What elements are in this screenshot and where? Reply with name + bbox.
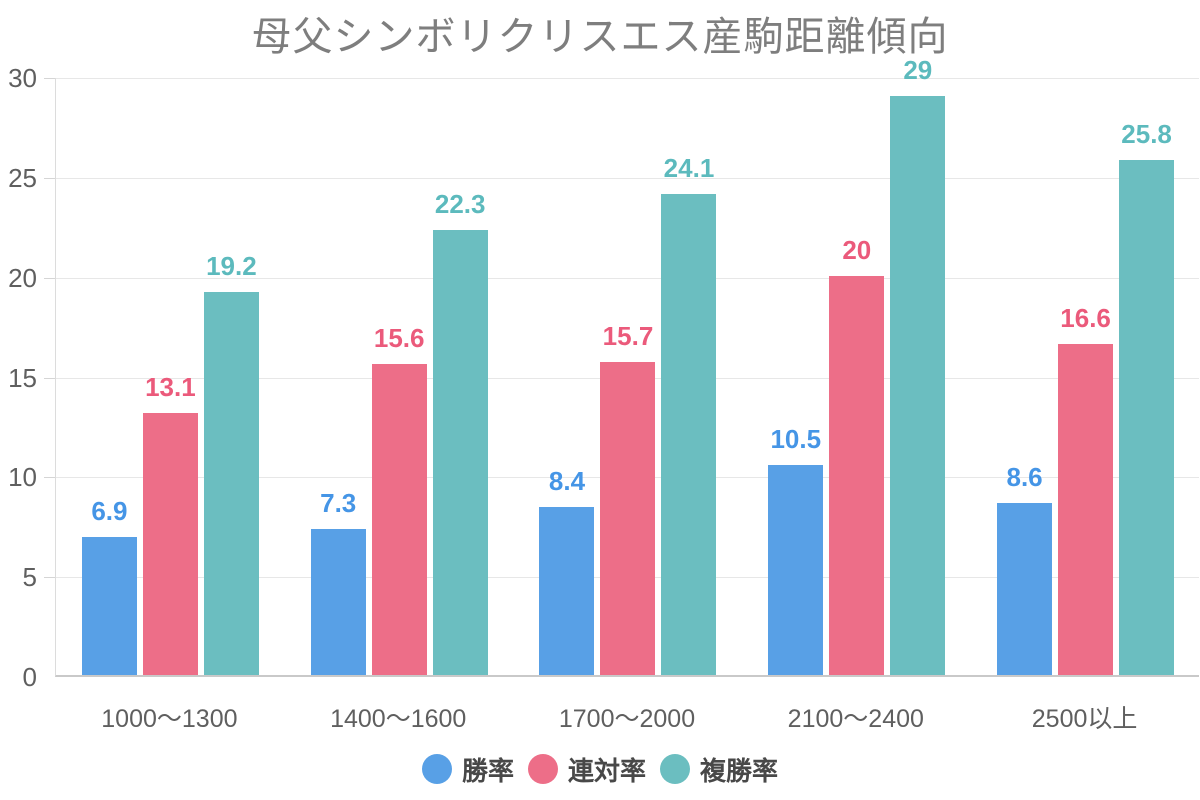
value-label: 15.7 <box>602 320 654 351</box>
bar-group: 8.6 16.6 25.8 <box>971 78 1200 675</box>
bar-勝率-1000〜1300[interactable]: 6.9 <box>81 496 137 675</box>
bar-連対率-1700〜2000[interactable]: 15.7 <box>600 321 656 675</box>
value-label: 10.5 <box>770 424 822 455</box>
value-label: 29 <box>903 54 933 85</box>
bar-複勝率-2100〜2400[interactable]: 29 <box>890 55 946 675</box>
x-tick-label: 1000〜1300 <box>101 705 238 733</box>
value-label: 6.9 <box>91 496 128 527</box>
value-label: 22.3 <box>434 188 486 219</box>
bar-勝率-1400〜1600[interactable]: 7.3 <box>310 488 366 675</box>
bar-複勝率-2500以上[interactable]: 25.8 <box>1119 119 1175 675</box>
value-label: 15.6 <box>373 322 425 353</box>
value-label: 19.2 <box>206 250 257 281</box>
bar-連対率-2500以上[interactable]: 16.6 <box>1058 303 1114 675</box>
bar-勝率-2100〜2400[interactable]: 10.5 <box>768 424 824 675</box>
y-tick-label: 5 <box>22 562 37 593</box>
legend-swatch-icon <box>527 754 558 784</box>
bar-group: 10.5 20 29 <box>742 55 971 675</box>
y-tick-mark <box>44 377 55 379</box>
gridline <box>56 277 1199 279</box>
value-label: 16.6 <box>1060 302 1111 333</box>
legend-label: 勝率 <box>461 755 514 786</box>
legend: 勝率 連対率 複勝率 <box>0 748 1200 790</box>
bar-連対率-2100〜2400[interactable]: 20 <box>829 235 885 675</box>
bar-連対率-1000〜1300[interactable]: 13.1 <box>142 372 198 675</box>
gridline <box>56 177 1199 179</box>
value-label: 8.4 <box>548 466 586 497</box>
x-tick-label: 2100〜2400 <box>787 705 924 733</box>
y-tick-mark <box>44 78 55 79</box>
bar-勝率-1700〜2000[interactable]: 8.4 <box>539 466 595 675</box>
legend-item-複勝率[interactable]: 複勝率 <box>660 751 778 788</box>
value-label: 7.3 <box>320 488 357 519</box>
x-tick-label: 1700〜2000 <box>558 705 696 733</box>
legend-swatch-icon <box>660 754 690 784</box>
legend-label: 複勝率 <box>700 755 779 786</box>
x-axis-labels: 1000〜1300 1400〜1600 1700〜2000 2100〜2400 2500… <box>55 699 1199 733</box>
y-tick-label: 30 <box>8 63 37 93</box>
y-tick-label: 15 <box>8 362 37 393</box>
chart-title: 母父シンボリクリスエス産駒距離傾向 <box>251 15 949 59</box>
y-tick-label: 25 <box>8 162 37 193</box>
x-tick-label: 1400〜1600 <box>330 705 467 733</box>
value-label: 13.1 <box>145 372 196 403</box>
bar-複勝率-1700〜2000[interactable]: 24.1 <box>661 153 717 675</box>
legend-swatch-icon <box>421 754 452 784</box>
bar-group: 8.4 15.7 24.1 <box>514 78 743 675</box>
bar-複勝率-1400〜1600[interactable]: 22.3 <box>432 189 488 675</box>
legend-label: 連対率 <box>567 755 646 786</box>
value-label: 20 <box>842 234 872 265</box>
value-label: 24.1 <box>663 152 715 183</box>
y-tick-label: 10 <box>8 462 37 493</box>
legend-item-連対率[interactable]: 連対率 <box>527 751 646 788</box>
legend-item-勝率[interactable]: 勝率 <box>421 751 514 788</box>
value-label: 25.8 <box>1121 118 1172 149</box>
value-label: 8.6 <box>1006 462 1043 493</box>
y-tick-mark <box>44 277 55 279</box>
plot-area: 0 5 10 15 20 25 30 6.9 13.1 19.2 7.3 15.6 22.3 8.4 15.… <box>8 55 1200 690</box>
x-tick-label: 2500以上 <box>1031 705 1138 733</box>
y-tick-mark <box>44 477 55 479</box>
bar-連対率-1400〜1600[interactable]: 15.6 <box>371 323 427 675</box>
bar-group: 7.3 15.6 22.3 <box>285 78 514 675</box>
y-tick-label: 20 <box>8 262 37 293</box>
y-tick-mark <box>44 577 55 579</box>
bar-group: 6.9 13.1 19.2 <box>56 78 285 675</box>
y-tick-mark <box>44 177 55 179</box>
gridline <box>56 78 1199 79</box>
bar-複勝率-1000〜1300[interactable]: 19.2 <box>203 251 259 675</box>
y-tick-label: 0 <box>22 662 37 692</box>
bar-勝率-2500以上[interactable]: 8.6 <box>997 462 1053 675</box>
